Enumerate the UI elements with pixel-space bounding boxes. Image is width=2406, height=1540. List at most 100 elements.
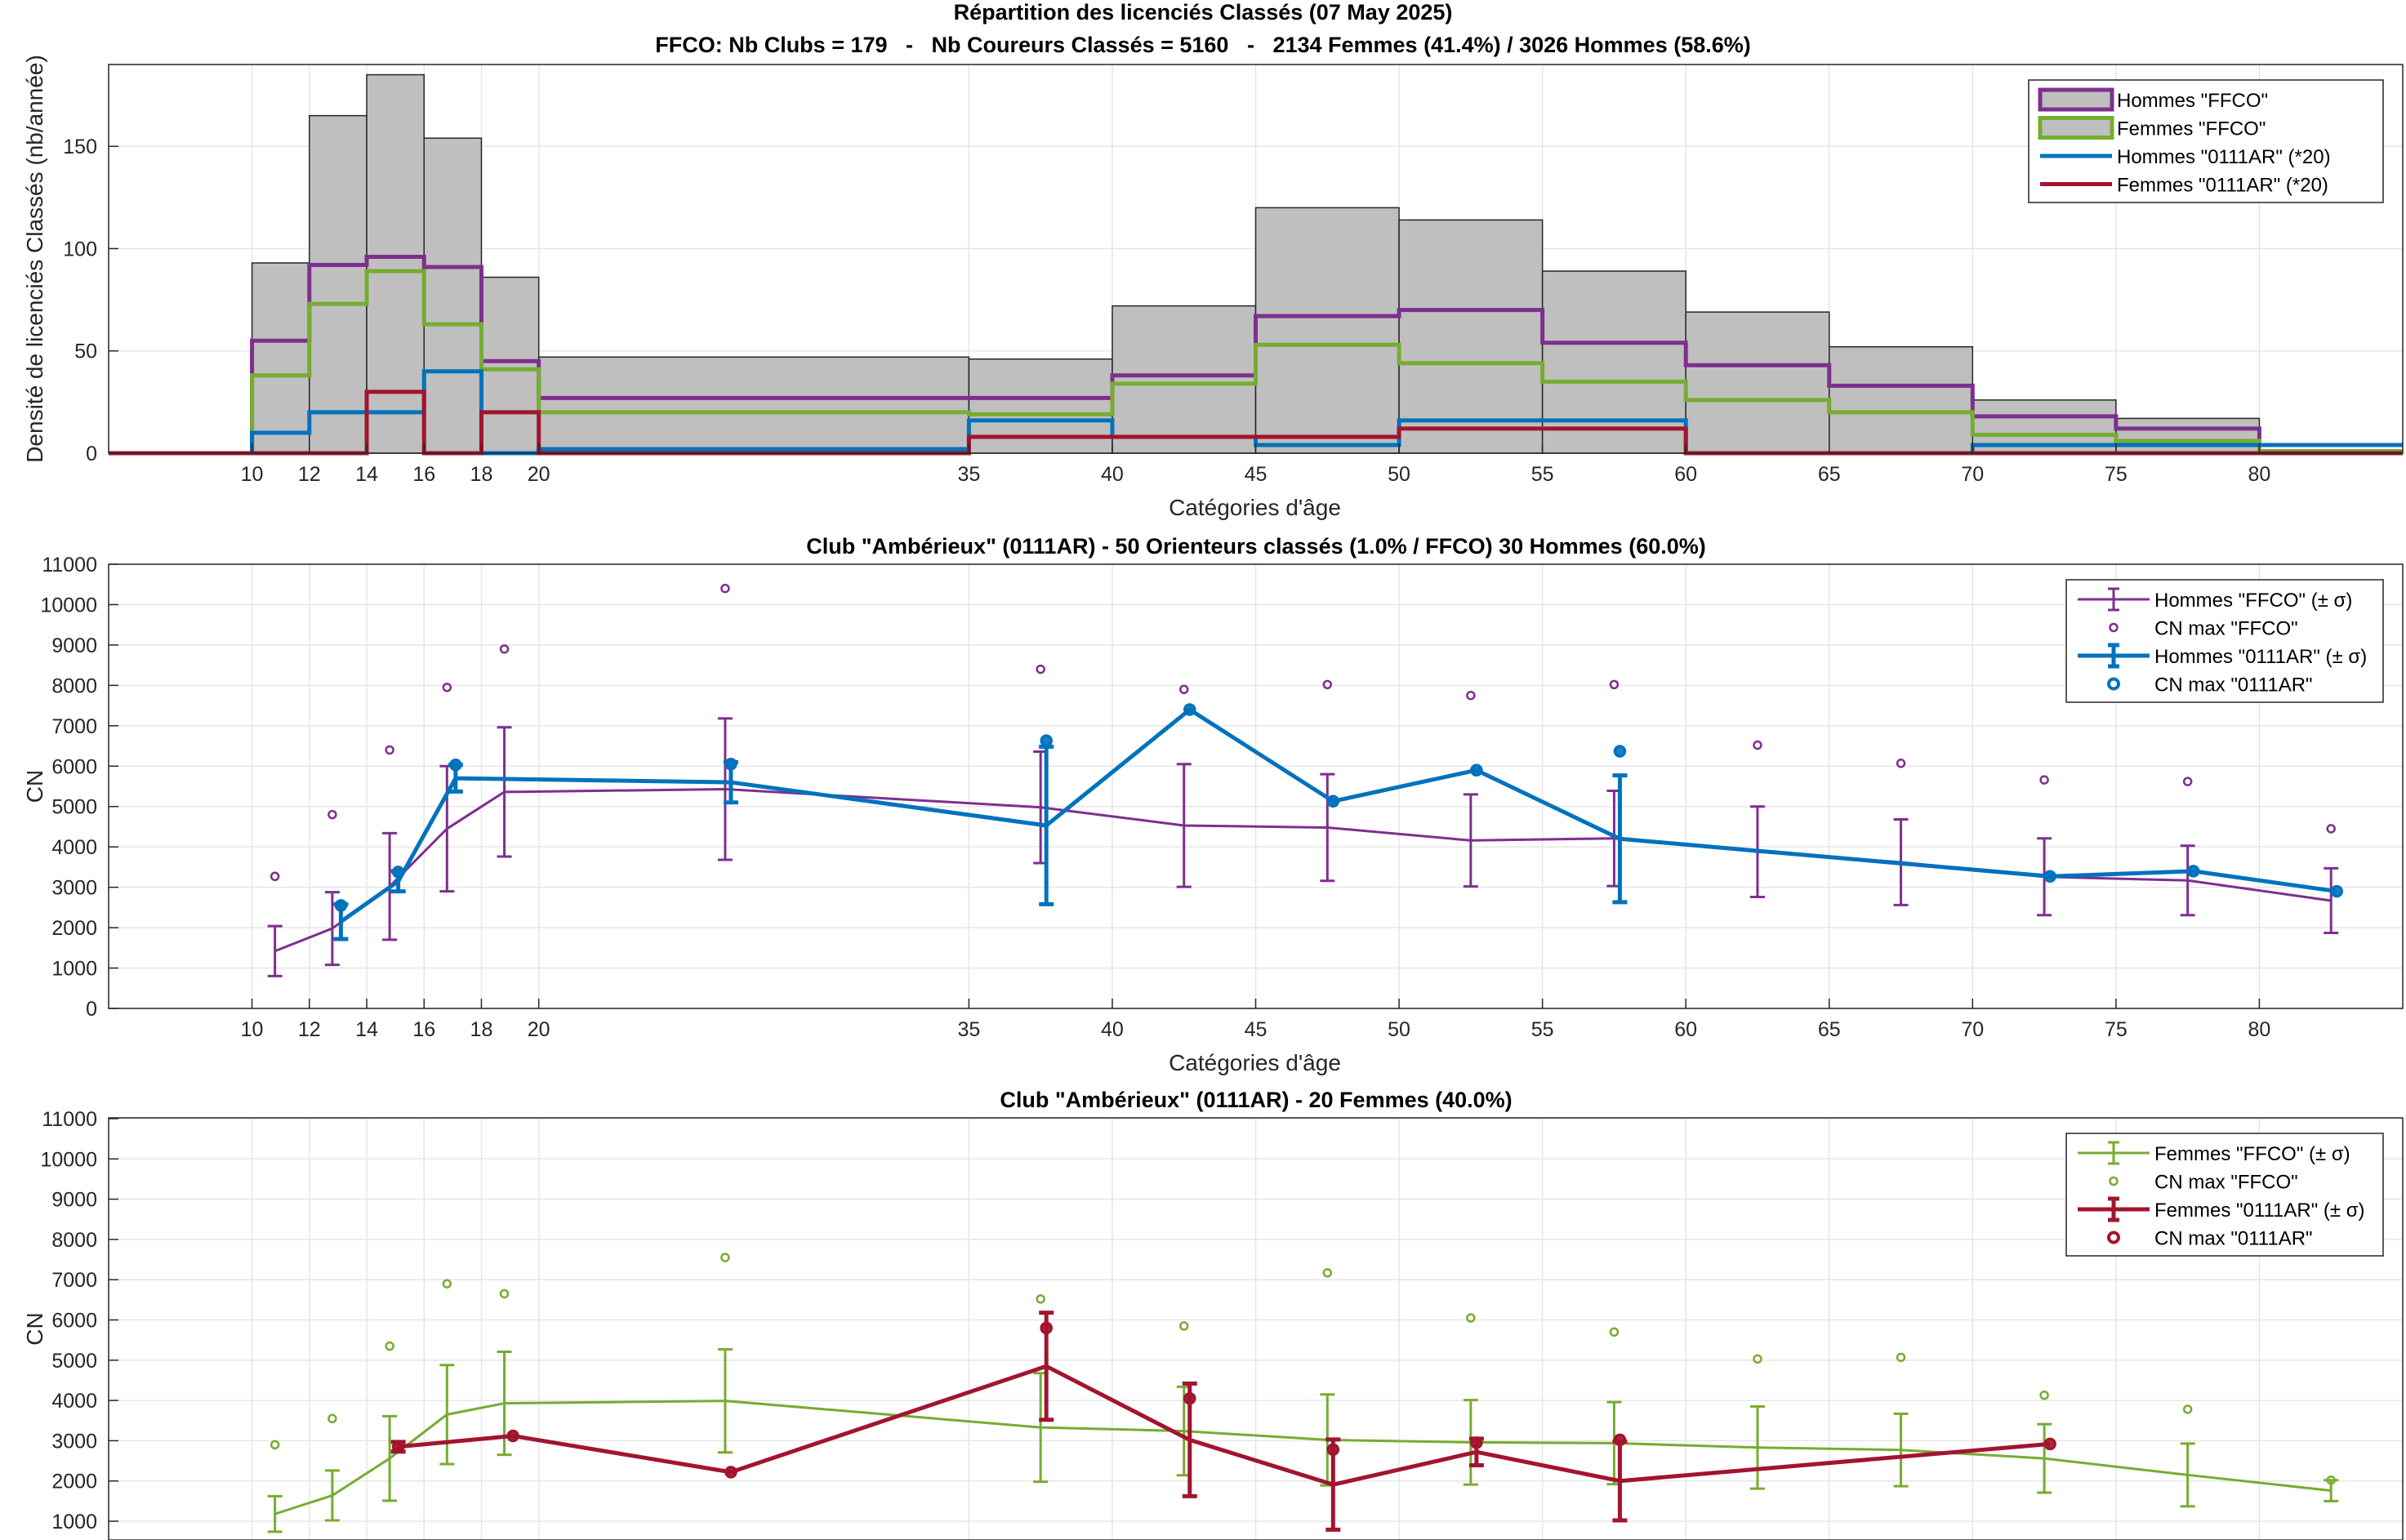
cn-max-marker [385,1341,394,1351]
cn-max-marker [1183,1391,1196,1405]
y-tick-label: 1000 [51,958,97,981]
histogram-bar [423,137,483,454]
cn-max-marker [1322,679,1333,690]
histogram-bar [537,356,970,454]
cn-max-marker [1178,684,1189,695]
y-tick-label: 4000 [51,836,97,859]
x-tick-label: 14 [355,463,378,486]
cn-max-marker [720,1253,730,1262]
cn-max-marker [1470,763,1483,777]
cn-max-marker [1036,1294,1045,1304]
cn-max-marker [2182,777,2193,786]
y-tick-label: 9000 [51,1189,97,1212]
y-tick-label: 1000 [51,1511,97,1533]
cn-max-marker [1040,1321,1053,1335]
y-tick-label: 0 [86,443,97,465]
legend: Femmes "FFCO" (± σ) CN max "FFCO" Femmes "… [2065,1133,2384,1257]
cn-max-marker [334,899,348,912]
x-tick-label: 50 [1388,1018,1410,1041]
women-cn-panel: 1000 2000 3000 4000 5000 6000 7000 8000 9000 1000… [22,1088,2404,1540]
x-tick-label: 40 [1101,1018,1124,1041]
cn-max-marker [1753,1354,1762,1364]
cn-max-marker [442,1279,452,1289]
cn-max-marker [1326,794,1340,808]
x-tick-label: 60 [1674,1018,1697,1041]
y-axis-label: CN [22,770,47,803]
cn-max-marker [1609,1327,1620,1337]
x-tick-label: 45 [1245,1018,1268,1041]
x-axis-label: Catégories d'âge [1169,495,1341,520]
cn-max-marker [270,871,280,882]
x-tick-label: 35 [957,1018,980,1041]
cn-max-marker [720,583,730,594]
y-tick-label: 4000 [51,1390,97,1413]
y-tick-label: 2000 [51,1471,97,1493]
x-tick-label: 20 [528,1018,550,1041]
figure-title-line1: Répartition des licenciés Classés (07 Ma… [954,0,1453,24]
y-tick-label: 9000 [51,634,97,657]
cn-max-marker [2326,824,2336,834]
cn-max-marker [499,1289,510,1299]
x-tick-label: 65 [1818,463,1841,486]
legend-entry: Femmes "FFCO" [2117,118,2266,140]
cn-max-marker [1613,1433,1627,1447]
histogram-bar [1112,305,1257,454]
cn-max-marker [1896,1352,1906,1363]
legend: Hommes "FFCO" (± σ) CN max "FFCO" Hommes "… [2065,579,2384,703]
x-tick-label: 40 [1101,463,1124,486]
cn-max-marker [2039,1390,2049,1400]
legend-entry: Femmes "0111AR" (*20) [2117,175,2328,197]
x-tick-label: 55 [1531,463,1554,486]
legend-swatch-marker [2107,677,2120,691]
cn-max-marker [2326,1475,2336,1485]
cn-max-marker [385,745,394,755]
cn-max-marker [1466,690,1476,701]
x-tick-label: 16 [412,463,435,486]
y-tick-label: 5000 [51,1350,97,1373]
cn-max-marker [2330,884,2343,898]
histogram-bar [309,114,368,454]
x-tick-label: 14 [355,1018,378,1041]
histogram-bar [1685,311,1830,454]
x-tick-label: 35 [957,463,980,486]
x-tick-label: 16 [412,1018,435,1041]
cn-max-marker [724,758,737,771]
cn-max-marker [327,809,337,820]
y-tick-label: 0 [86,998,97,1021]
legend-entry: Femmes "FFCO" (± σ) [2154,1143,2350,1165]
x-tick-label: 80 [2248,463,2271,486]
x-tick-label: 80 [2248,1018,2271,1041]
histogram-bar [1829,345,1974,454]
x-tick-label: 75 [2105,1018,2128,1041]
histogram-bar [1398,219,1544,454]
cn-max-marker [327,1413,337,1424]
cn-max-marker [2043,870,2056,883]
cn-max-marker [2182,1404,2193,1414]
histogram-bar [968,358,1113,454]
series-step-line [109,269,2403,456]
x-tick-label: 50 [1388,463,1410,486]
y-tick-label: 3000 [51,877,97,900]
histogram-bar [1541,270,1686,454]
x-tick-label: 20 [528,463,550,486]
cn-max-marker [1470,1436,1483,1449]
y-tick-label: 50 [74,340,97,363]
y-tick-label: 7000 [51,1269,97,1292]
cn-max-marker [391,1440,405,1453]
legend-swatch-marker [2109,622,2119,633]
x-axis-label: Catégories d'âge [1169,1050,1341,1075]
cn-max-marker [2186,865,2200,878]
series-line [274,1400,2332,1516]
legend-swatch-marker [2109,1176,2119,1186]
men-cn-panel: 0 1000 2000 3000 4000 5000 6000 7000 8000 9000 100… [22,534,2404,1075]
x-tick-label: 70 [1961,463,1984,486]
histogram-bar [251,262,310,454]
cn-max-marker [499,644,510,654]
y-tick-label: 100 [63,238,97,260]
x-tick-label: 12 [298,463,321,486]
cn-max-marker [724,1466,737,1479]
y-tick-label: 11000 [42,1108,97,1131]
x-tick-label: 18 [470,463,493,486]
cn-max-marker [506,1429,519,1443]
